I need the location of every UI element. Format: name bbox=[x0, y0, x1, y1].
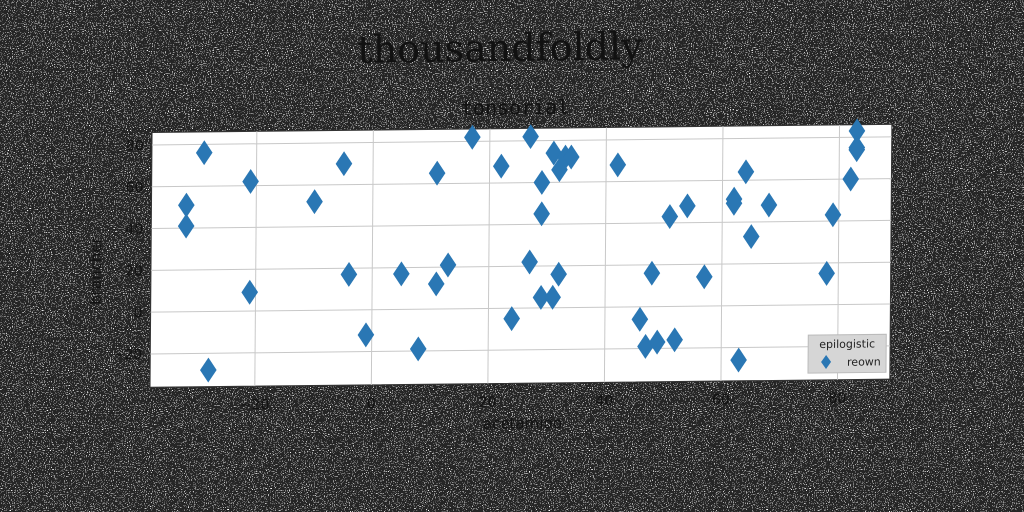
y-tick-label: −20 bbox=[113, 347, 143, 363]
y-tick-label: 40 bbox=[125, 222, 143, 238]
x-tick-label: 60 bbox=[712, 392, 730, 408]
y-tick-label: 60 bbox=[126, 180, 144, 196]
y-tick-label: 20 bbox=[125, 263, 143, 279]
x-tick-label: 20 bbox=[479, 395, 497, 411]
y-tick-label: 0 bbox=[134, 305, 143, 321]
y-tick-label: 80 bbox=[126, 138, 144, 154]
x-tick-label: 0 bbox=[367, 396, 376, 412]
legend-entry-label: reown bbox=[847, 355, 881, 368]
x-axis-label: acetamido bbox=[483, 414, 562, 433]
legend: epilogistic reown bbox=[808, 334, 886, 373]
y-axis-label: brancher bbox=[87, 236, 106, 305]
legend-title: epilogistic bbox=[819, 337, 875, 351]
chart-skew-group: −20 0 20 40 60 80 −20 0 20 40 60 80 tonsorial acet… bbox=[86, 91, 893, 437]
y-axis-ticks: −20 0 20 40 60 80 bbox=[113, 138, 152, 363]
x-tick-label: 40 bbox=[595, 393, 613, 409]
plot-area bbox=[150, 124, 892, 387]
x-tick-label: −20 bbox=[240, 397, 270, 413]
x-tick-label: 80 bbox=[828, 391, 846, 407]
chart-title: tonsorial bbox=[461, 95, 570, 120]
